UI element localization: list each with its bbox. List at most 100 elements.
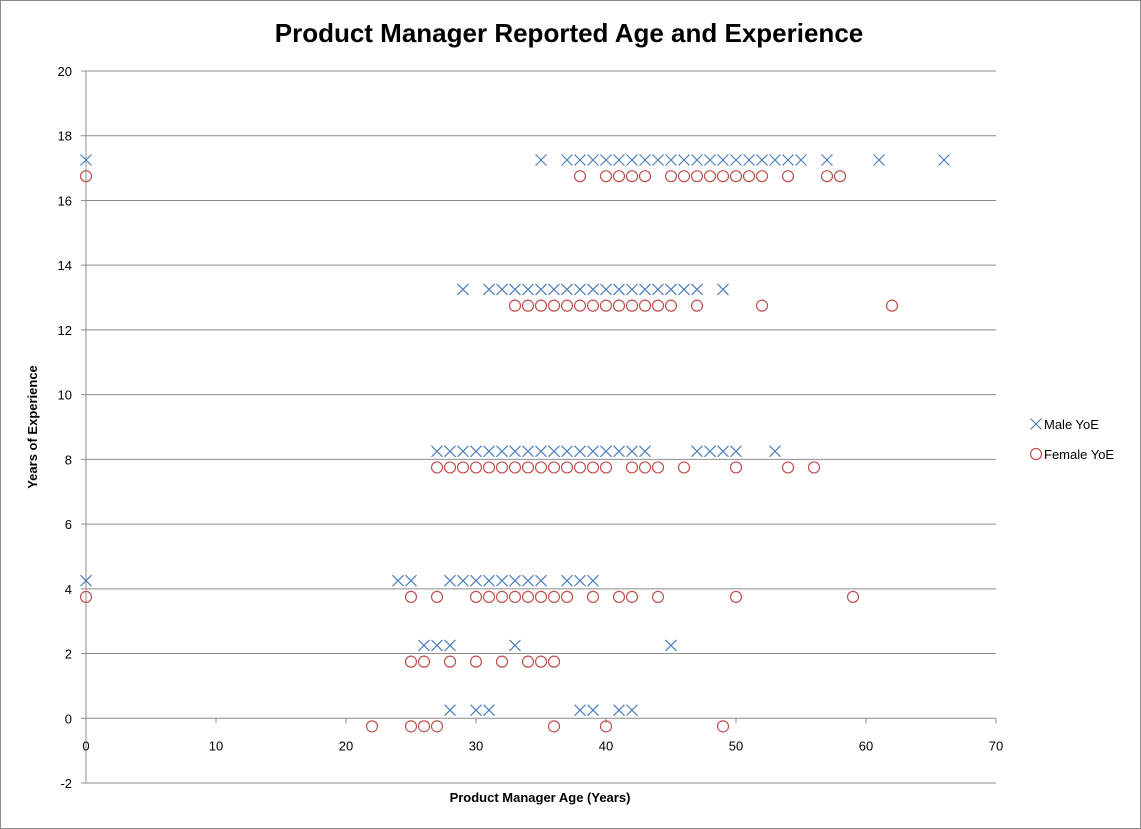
male-point [717,154,729,166]
x-axis-title: Product Manager Age (Years) [450,790,631,805]
male-point [938,154,950,166]
male-point [626,704,638,717]
male-point [678,283,690,296]
male-point [522,283,534,296]
male-point [730,445,742,458]
female-point [651,461,665,474]
female-point [612,170,626,183]
male-point [600,445,612,458]
female-point [612,299,626,312]
female-point [469,655,483,668]
x-tick-label: 10 [209,738,223,753]
y-tick-label: 4 [65,582,72,597]
male-point [470,574,482,587]
female-point [820,170,834,183]
male-point [795,154,807,166]
legend-male-x [1030,418,1042,430]
male-point [431,639,443,652]
female-point [677,461,691,474]
y-axis-title: Years of Experience [25,365,40,489]
male-point [548,283,560,296]
female-point [482,590,496,604]
x-tick-label: 40 [599,738,613,753]
male-point [574,154,586,166]
male-point [639,445,651,458]
female-point [742,170,756,183]
female-point [885,299,899,312]
male-point [769,154,781,166]
female-point [781,170,795,183]
female-point [664,299,678,312]
female-point [651,299,665,312]
legend-male-label: Male YoE [1044,417,1099,432]
y-tick-label: 12 [58,323,72,338]
x-tick-label: 60 [859,738,873,753]
female-point [573,170,587,183]
male-point [782,154,794,166]
gridlines [86,70,996,784]
male-point [613,445,625,458]
female-point [755,299,769,312]
male-point [717,283,729,296]
male-point [535,283,547,296]
y-tick-label: 8 [65,452,72,467]
male-point [80,574,92,587]
female-point [729,590,743,604]
male-point [405,574,417,587]
female-point [430,461,444,474]
male-point [626,283,638,296]
female-point [79,170,93,183]
y-tick-label: 16 [58,193,72,208]
male-point [652,154,664,166]
data-points [79,154,950,733]
male-point [574,283,586,296]
female-point [599,461,613,474]
male-point [444,639,456,652]
female-point [547,590,561,604]
male-point [470,445,482,458]
female-point [599,299,613,312]
female-point [495,590,509,604]
female-point [469,461,483,474]
female-point [664,170,678,183]
female-point [508,299,522,312]
female-point [547,299,561,312]
male-point [522,445,534,458]
male-point [509,639,521,652]
female-point [521,299,535,312]
male-point [743,154,755,166]
male-point [496,283,508,296]
female-point [534,299,548,312]
female-point [807,461,821,474]
female-point [846,590,860,604]
male-point [548,445,560,458]
female-point [534,655,548,668]
female-point [729,170,743,183]
male-point [587,574,599,587]
female-point [521,461,535,474]
male-point [561,574,573,587]
male-point [600,283,612,296]
male-point [496,445,508,458]
legend-item-male: Male YoE [1030,417,1099,432]
x-tick-label: 0 [82,738,89,753]
male-point [444,704,456,717]
male-point [756,154,768,166]
female-point [547,461,561,474]
y-tick-label: 20 [58,64,72,79]
legend-male-marker-icon [1030,418,1042,430]
male-point [431,445,443,458]
female-point [573,299,587,312]
legend-female-o [1029,447,1043,461]
male-point [665,283,677,296]
female-point [430,720,444,733]
male-point [587,283,599,296]
female-point [599,170,613,183]
legend-item-female: Female YoE [1029,447,1114,462]
x-tick-labels: 0 10 20 30 40 50 60 70 [82,738,1003,753]
male-point [457,283,469,296]
male-point [678,154,690,166]
female-point [586,461,600,474]
male-point [561,283,573,296]
